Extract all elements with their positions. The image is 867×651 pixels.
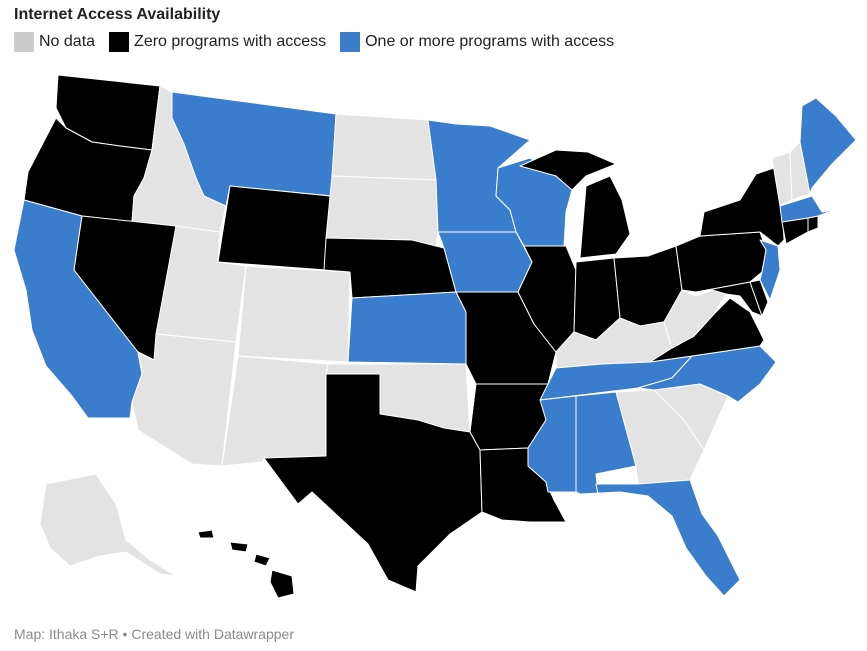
legend-label-no-data: No data xyxy=(39,33,96,50)
state-ma[interactable] xyxy=(779,195,835,223)
state-mi[interactable] xyxy=(519,149,631,259)
state-nm[interactable] xyxy=(221,355,329,467)
state-nj[interactable] xyxy=(759,239,781,301)
legend-label-one-or-more: One or more programs with access xyxy=(365,33,615,50)
state-sd[interactable] xyxy=(325,175,439,249)
state-az[interactable] xyxy=(131,333,237,467)
legend-item-no-data: No data xyxy=(14,32,95,52)
legend-item-zero: Zero programs with access xyxy=(109,32,326,52)
state-ri[interactable] xyxy=(807,215,819,233)
legend-swatch-no-data xyxy=(14,32,34,52)
state-me[interactable] xyxy=(799,97,857,195)
map-title: Internet Access Availability xyxy=(14,6,221,23)
state-hi[interactable] xyxy=(197,529,295,599)
legend-swatch-one-or-more xyxy=(340,32,361,52)
legend-item-one-or-more: One or more programs with access xyxy=(340,32,614,52)
legend: No data Zero programs with access One or… xyxy=(14,32,628,52)
state-nd[interactable] xyxy=(331,113,437,181)
legend-swatch-zero xyxy=(109,32,130,52)
state-tx[interactable] xyxy=(263,373,483,593)
state-wy[interactable] xyxy=(217,185,331,271)
state-de[interactable] xyxy=(749,279,769,317)
state-ak[interactable] xyxy=(39,473,177,577)
state-nc[interactable] xyxy=(637,345,777,403)
state-ks[interactable] xyxy=(347,291,467,365)
map-credit: Map: Ithaka S+R • Created with Datawrapp… xyxy=(14,626,294,642)
state-fl[interactable] xyxy=(579,479,741,597)
state-co[interactable] xyxy=(237,265,351,363)
legend-label-zero: Zero programs with access xyxy=(134,33,327,50)
